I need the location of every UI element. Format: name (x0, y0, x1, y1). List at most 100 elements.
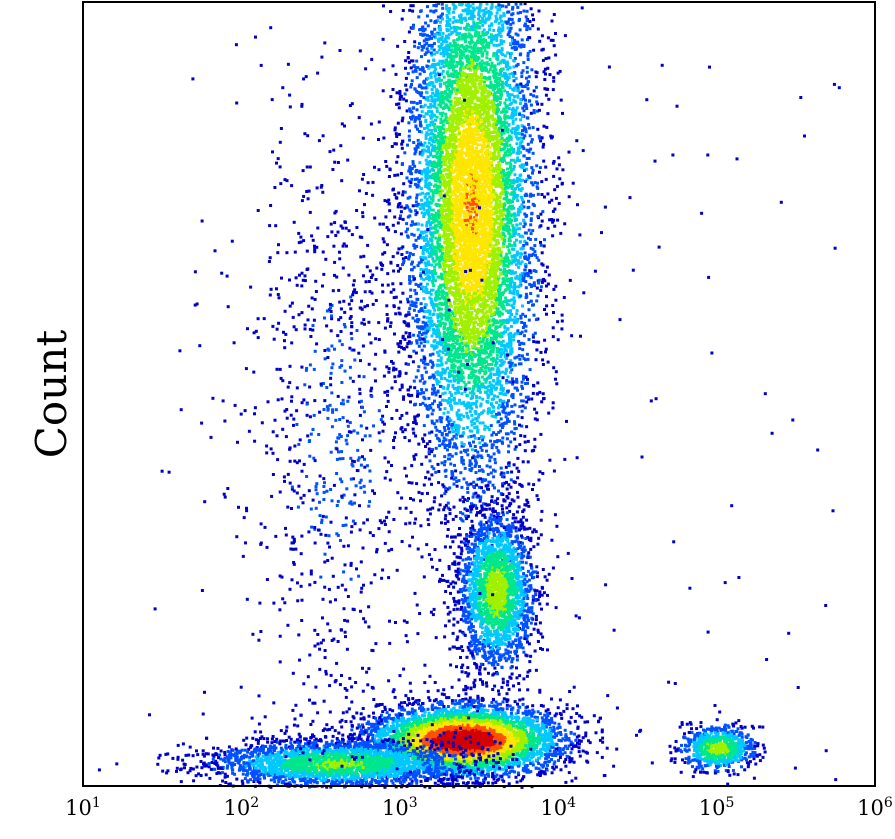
density-point (489, 105, 493, 109)
density-point (466, 514, 470, 518)
density-point (489, 80, 493, 84)
density-point (472, 68, 476, 72)
density-point (398, 97, 402, 101)
density-point (412, 421, 416, 424)
density-point (479, 402, 483, 406)
density-point (519, 189, 523, 193)
density-point (467, 28, 471, 32)
density-point (489, 157, 493, 160)
density-point (492, 252, 496, 256)
density-point (441, 347, 445, 351)
density-point (512, 296, 516, 300)
density-point (407, 121, 411, 125)
density-point (457, 35, 461, 39)
density-point (497, 217, 500, 221)
density-point (433, 227, 437, 231)
density-point (430, 231, 433, 235)
density-point (474, 68, 478, 72)
density-point (505, 217, 509, 221)
density-point (501, 392, 505, 396)
density-point (459, 304, 463, 308)
density-point (458, 176, 462, 180)
density-point (389, 290, 393, 294)
density-point (513, 427, 517, 431)
density-point (449, 221, 453, 225)
density-point (415, 196, 419, 200)
density-point (476, 51, 480, 54)
density-point (392, 439, 395, 442)
density-point (518, 357, 522, 361)
density-point (522, 147, 526, 151)
density-point (430, 419, 434, 423)
density-point (446, 385, 450, 389)
density-point (528, 134, 532, 138)
density-point (447, 418, 451, 422)
density-point (430, 421, 434, 425)
density-point (445, 378, 449, 382)
density-point (517, 184, 520, 187)
density-point (535, 348, 539, 352)
density-point (470, 420, 474, 424)
density-point (482, 185, 486, 189)
density-point (516, 149, 520, 153)
density-point (407, 169, 411, 173)
density-point (500, 391, 504, 395)
density-point (478, 143, 482, 147)
density-point (416, 138, 420, 142)
density-point (525, 107, 529, 110)
density-point (462, 462, 466, 466)
density-point (467, 149, 471, 152)
density-point (457, 323, 460, 326)
density-point (459, 107, 463, 111)
density-point (484, 65, 488, 69)
density-point (444, 503, 448, 507)
density-point (471, 13, 475, 17)
density-point (438, 222, 441, 226)
density-point (492, 43, 496, 47)
density-point (425, 83, 429, 86)
density-point (451, 87, 455, 91)
density-point (447, 22, 451, 26)
density-point (497, 420, 501, 424)
density-point (458, 347, 462, 351)
density-point (439, 359, 443, 363)
density-point (494, 83, 498, 87)
density-point (512, 431, 516, 435)
density-point (546, 192, 550, 196)
density-point (466, 229, 469, 233)
density-point (404, 83, 408, 87)
density-point (482, 218, 486, 222)
density-point (500, 471, 504, 475)
density-point (388, 478, 392, 482)
density-point (458, 307, 462, 311)
density-point (438, 349, 442, 353)
density-point (510, 277, 514, 280)
density-point (480, 94, 484, 98)
density-point (420, 374, 424, 378)
density-point (464, 130, 468, 133)
density-point (440, 72, 443, 76)
density-point (465, 304, 469, 308)
density-point (525, 518, 529, 522)
density-point (538, 166, 542, 170)
density-point (421, 437, 425, 441)
density-point (464, 40, 467, 43)
density-point (417, 309, 421, 313)
density-point (415, 59, 419, 63)
density-point (437, 76, 441, 80)
density-point (485, 129, 488, 133)
density-point (443, 285, 447, 289)
density-point (502, 306, 506, 310)
density-point (497, 241, 500, 245)
density-point (527, 274, 530, 278)
density-point (495, 43, 499, 47)
density-point (413, 417, 417, 421)
density-point (500, 214, 504, 218)
density-point (521, 106, 525, 110)
density-point (473, 295, 477, 299)
density-point (458, 57, 462, 61)
density-point (513, 281, 517, 285)
density-point (464, 229, 468, 233)
density-point (502, 212, 506, 216)
density-point (526, 357, 530, 361)
